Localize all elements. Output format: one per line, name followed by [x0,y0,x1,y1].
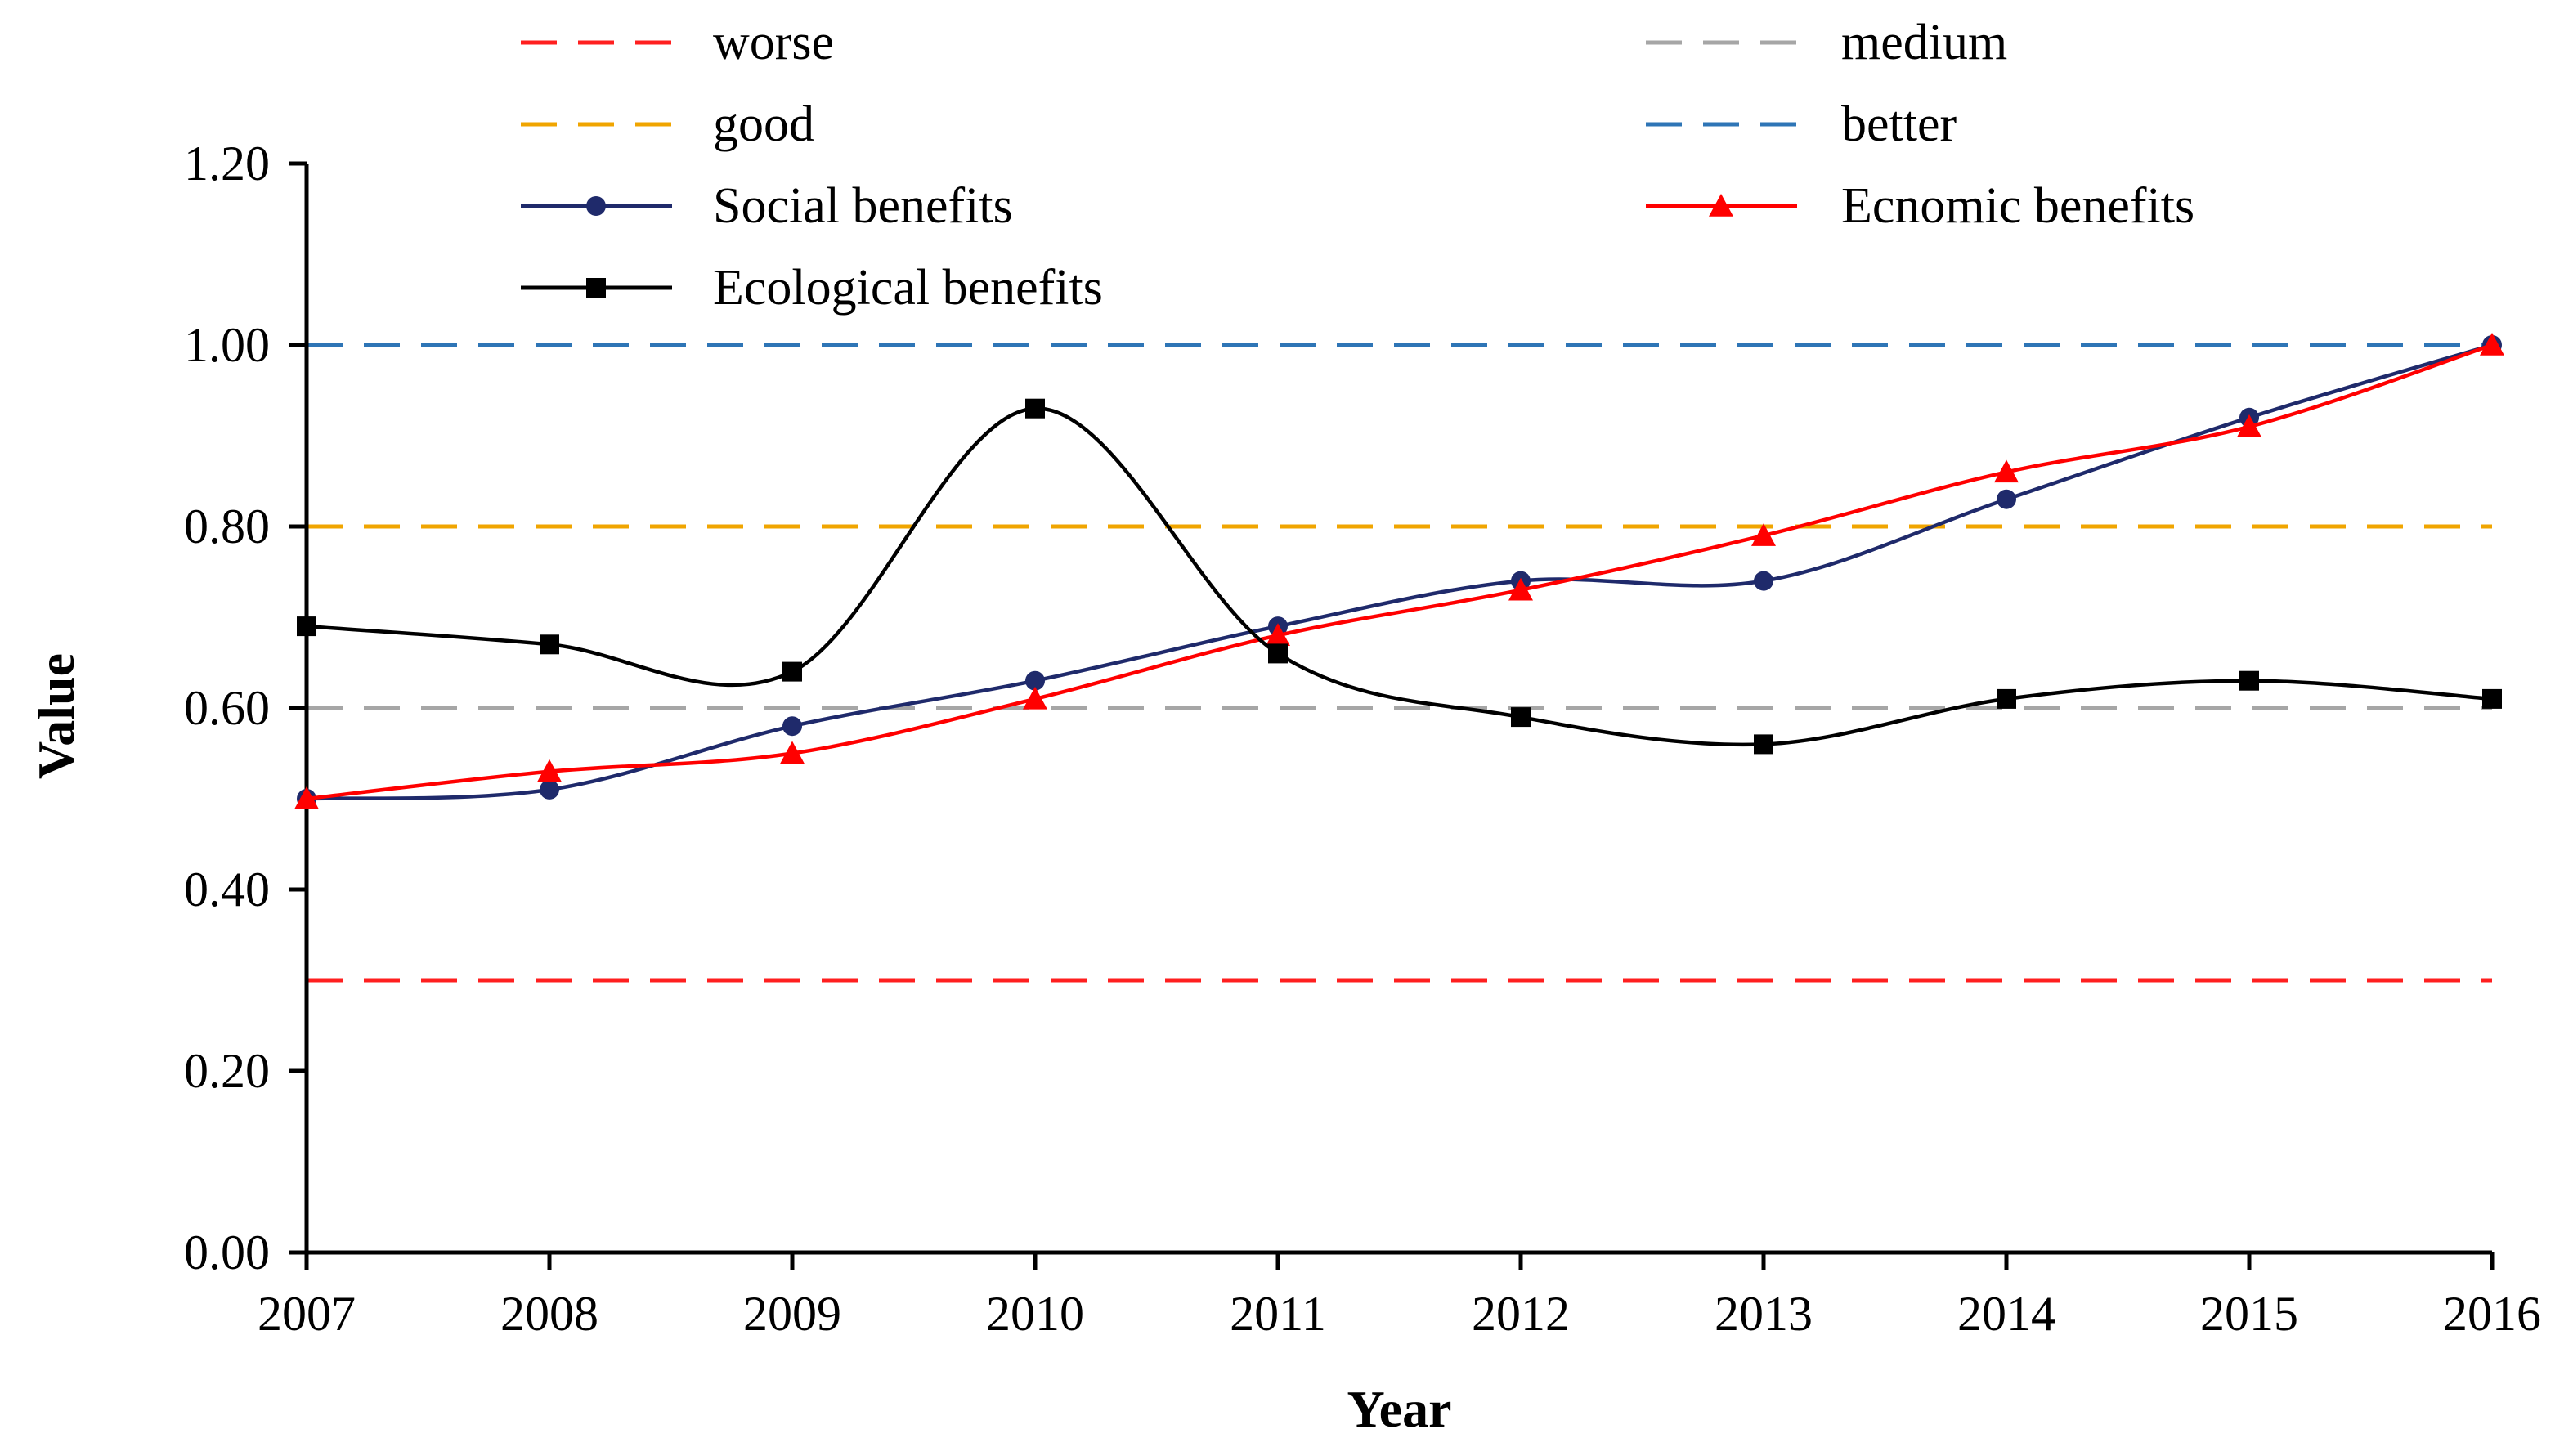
legend-item-ecnomic-benefits: Ecnomic benefits [1646,178,2194,234]
legend-item-medium: medium [1646,15,2007,70]
data-point-ecological-benefits-2011 [1268,643,1288,664]
data-point-social-benefits-2009 [782,716,802,737]
legend-label-ecological-benefits: Ecological benefits [713,260,1103,316]
series-line-ecological-benefits [306,406,2493,747]
series-line-social-benefits [306,343,2493,801]
x-tick-label: 2015 [2200,1287,2298,1341]
legend-item-better: better [1646,96,1957,152]
legend-label-good: good [713,96,814,152]
data-point-ecological-benefits-2016 [2482,688,2502,709]
legend-marker-ecological-benefits [586,278,606,298]
legend-label-ecnomic-benefits: Ecnomic benefits [1841,178,2194,234]
x-tick-label: 2009 [743,1287,841,1341]
legend-label-social-benefits: Social benefits [713,178,1013,234]
y-axis-title: Value [27,653,85,779]
data-point-ecological-benefits-2013 [1754,734,1773,755]
data-point-ecnomic-benefits-2012 [1508,577,1533,601]
series-social-benefits [297,335,2502,809]
data-point-ecnomic-benefits-2010 [1023,686,1047,710]
y-tick-label: 0.40 [184,862,270,916]
x-tick-label: 2010 [986,1287,1084,1341]
data-point-ecnomic-benefits-2008 [537,759,562,782]
data-point-ecnomic-benefits-2009 [780,741,805,764]
data-point-ecnomic-benefits-2007 [294,786,319,809]
data-point-social-benefits-2014 [1997,489,2016,509]
x-tick-label: 2014 [1957,1287,2055,1341]
series-lines [294,333,2504,809]
legend-label-worse: worse [713,15,834,70]
y-tick-label: 0.60 [184,681,270,735]
legend-item-social-benefits: Social benefits [521,178,1013,234]
data-point-social-benefits-2013 [1754,571,1773,591]
y-tick-label: 1.00 [184,318,270,372]
legend-marker-social-benefits [586,196,606,216]
x-tick-label: 2016 [2443,1287,2541,1341]
axes: 0.00 0.20 0.40 0.60 0.80 1.00 1.20 2007 2008 2009… [27,137,2541,1438]
legend-label-medium: medium [1841,15,2007,70]
data-point-ecological-benefits-2012 [1511,707,1531,728]
data-point-ecnomic-benefits-2011 [1266,623,1290,646]
data-point-ecological-benefits-2009 [782,661,802,682]
data-point-ecological-benefits-2007 [297,616,316,637]
x-axis-title: Year [1347,1380,1452,1438]
data-point-ecnomic-benefits-2014 [1994,459,2019,483]
data-point-ecnomic-benefits-2016 [2480,333,2504,356]
data-point-social-benefits-2010 [1025,670,1045,691]
legend-label-better: better [1841,96,1957,152]
data-point-ecological-benefits-2015 [2239,670,2259,691]
y-tick-label: 0.20 [184,1044,270,1098]
data-point-ecological-benefits-2014 [1997,688,2016,709]
x-tick-label: 2007 [258,1287,356,1341]
y-tick-label: 0.80 [184,500,270,553]
legend-marker-ecnomic-benefits [1709,194,1733,217]
legend: worse medium good better Social benefits Ecno… [521,15,2194,316]
series-ecological-benefits [297,398,2502,755]
reference-lines [307,343,2492,983]
data-point-ecnomic-benefits-2013 [1751,523,1776,546]
x-tick-label: 2008 [500,1287,598,1341]
data-point-ecological-benefits-2010 [1025,398,1045,419]
legend-item-good: good [521,96,814,152]
series-line-ecnomic-benefits [306,343,2493,801]
series-ecnomic-benefits [294,333,2504,809]
y-tick-label: 1.20 [184,137,270,190]
x-tick-label: 2011 [1230,1287,1326,1341]
y-tick-label: 0.00 [184,1225,270,1279]
data-point-social-benefits-2008 [540,779,559,800]
data-point-ecological-benefits-2008 [540,634,559,655]
legend-item-ecological-benefits: Ecological benefits [521,260,1103,316]
x-tick-label: 2013 [1715,1287,1813,1341]
x-tick-label: 2012 [1472,1287,1570,1341]
data-point-ecnomic-benefits-2015 [2237,414,2261,437]
legend-item-worse: worse [521,15,834,70]
